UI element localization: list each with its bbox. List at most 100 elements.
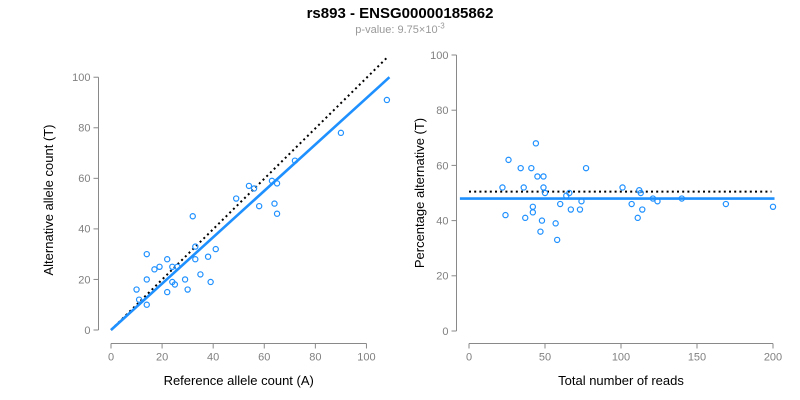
data-point	[557, 200, 564, 208]
x-tick-label: 100	[357, 352, 375, 364]
data-point	[143, 301, 150, 308]
data-point	[578, 198, 585, 205]
allele-count-scatter-x-axis: 0 20 40 60 80 100	[108, 343, 376, 364]
data-point	[654, 198, 661, 205]
data-point	[637, 189, 644, 197]
x-tick-label: 150	[688, 352, 706, 364]
data-point	[649, 195, 657, 202]
data-point	[553, 236, 561, 244]
data-point	[532, 140, 540, 147]
y-tick-label: 100	[72, 72, 90, 84]
data-point	[529, 209, 537, 216]
data-point	[163, 256, 171, 263]
y-tick-label: 0	[442, 326, 448, 338]
data-point	[192, 256, 199, 263]
data-point	[534, 173, 541, 180]
x-tick-label: 0	[108, 352, 114, 364]
data-point	[499, 184, 506, 191]
x-tick-label: 40	[207, 352, 219, 364]
y-tick-label: 100	[430, 50, 448, 62]
data-point	[204, 253, 212, 260]
data-point	[143, 276, 150, 283]
percentage-alternative-scatter-points	[499, 140, 777, 244]
data-point	[174, 263, 181, 271]
data-point	[722, 200, 730, 208]
data-point	[291, 157, 299, 164]
figure-title: rs893 - ENSG00000185862	[306, 5, 494, 22]
data-point	[540, 184, 547, 191]
data-point	[528, 164, 535, 172]
data-point	[212, 245, 219, 253]
x-tick-label: 100	[612, 352, 630, 364]
regression-line	[110, 76, 391, 331]
data-point	[245, 182, 253, 190]
data-point	[255, 202, 263, 210]
data-point	[505, 156, 512, 164]
x-tick-label: 0	[466, 352, 472, 364]
data-point	[529, 203, 537, 210]
y-tick-label: 40	[78, 224, 90, 236]
y-tick-label: 60	[436, 160, 448, 172]
data-point	[163, 288, 171, 296]
y-tick-label: 80	[436, 105, 448, 117]
x-tick-label: 50	[539, 352, 551, 364]
percentage-alternative-scatter: 0 20 40 60 80 100 0 50 100 150 200 Total number of …	[412, 50, 782, 388]
identity-line	[110, 56, 389, 331]
data-point	[133, 286, 140, 293]
y-tick-label: 0	[84, 325, 90, 337]
data-point	[552, 220, 559, 227]
data-point	[628, 200, 635, 208]
data-point	[271, 200, 278, 207]
x-tick-label: 60	[258, 352, 270, 364]
data-point	[273, 210, 281, 217]
allele-count-scatter-points	[133, 96, 391, 308]
data-point	[538, 217, 546, 224]
x-tick-label: 20	[156, 352, 168, 364]
x-axis-title: Reference allele count (A)	[164, 373, 314, 388]
allele-count-scatter: 0 20 40 60 80 100 0 20 40 60 80 100 Reference allele…	[41, 56, 391, 388]
y-tick-label: 80	[78, 123, 90, 135]
data-point	[192, 243, 199, 250]
figure-subtitle: p-value: 9.75×10-3	[0, 22, 800, 36]
data-point	[151, 266, 158, 273]
data-point	[634, 214, 641, 222]
data-point	[232, 195, 240, 202]
data-point	[541, 189, 549, 197]
data-point	[268, 177, 276, 185]
y-axis-title: Alternative allele count (T)	[41, 124, 56, 275]
data-point	[678, 195, 686, 202]
pvalue-text: p-value: 9.75×10	[355, 24, 438, 36]
allele-count-scatter-y-axis: 0 20 40 60 80 100	[72, 72, 99, 337]
data-point	[522, 214, 529, 222]
percentage-alternative-scatter-y-axis: 0 20 40 60 80 100	[430, 50, 457, 338]
y-axis-title: Percentage alternative (T)	[412, 118, 427, 268]
data-point	[273, 180, 281, 187]
data-point	[250, 185, 258, 192]
y-tick-label: 20	[78, 274, 90, 286]
data-point	[181, 276, 189, 283]
data-point	[502, 211, 509, 219]
data-point	[639, 206, 646, 213]
data-point	[769, 203, 777, 210]
data-point	[383, 96, 391, 104]
data-point	[156, 263, 163, 271]
x-axis-title: Total number of reads	[558, 373, 684, 388]
data-point	[337, 129, 345, 137]
data-point	[619, 184, 626, 191]
y-tick-label: 40	[436, 215, 448, 227]
data-point	[537, 228, 544, 235]
data-point	[189, 213, 196, 220]
y-tick-label: 60	[78, 173, 90, 185]
data-point	[184, 286, 191, 293]
x-tick-label: 200	[764, 352, 782, 364]
data-point	[517, 164, 524, 172]
data-point	[540, 173, 547, 180]
data-point	[135, 296, 143, 303]
x-tick-label: 80	[309, 352, 321, 364]
data-point	[171, 281, 179, 288]
data-point	[566, 189, 573, 197]
data-point	[207, 278, 214, 286]
data-point	[576, 206, 584, 213]
